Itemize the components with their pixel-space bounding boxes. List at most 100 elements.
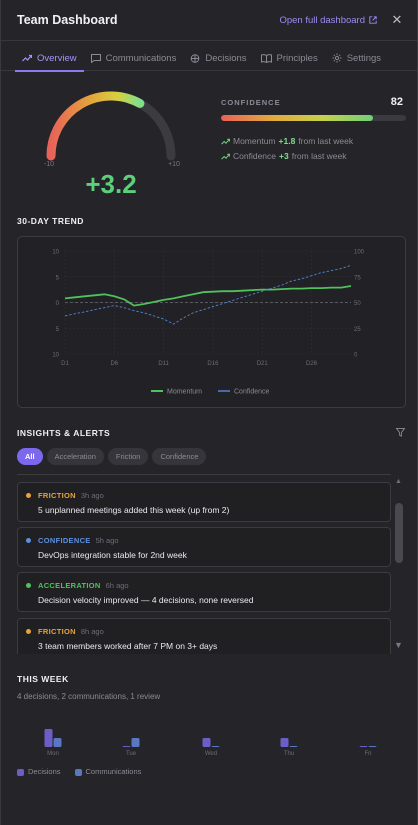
day-label: Wed <box>205 751 217 757</box>
insight-category: CONFIDENCE <box>38 536 91 545</box>
insight-time: 3h ago <box>80 491 104 500</box>
day-label: Tue <box>126 751 137 757</box>
confidence-delta-name: Confidence <box>233 151 277 161</box>
momentum-score: +3.2 <box>85 169 137 199</box>
y-right-tick-label: 100 <box>354 250 365 256</box>
x-tick-label: D1 <box>61 361 69 367</box>
trend-icon <box>22 54 32 62</box>
insight-time: 6h ago <box>105 581 129 590</box>
tab-bar: Overview Communications Decisions Princi… <box>1 45 417 72</box>
filter-chip-all[interactable]: All <box>17 448 43 465</box>
insight-meta: FRICTION 3h ago <box>38 491 104 500</box>
list-item[interactable]: FRICTION 3h ago 5 unplanned meetings add… <box>17 482 391 522</box>
tab-principles[interactable]: Principles <box>254 45 325 71</box>
category-dot <box>26 493 31 498</box>
y-left-tick-label: 10 <box>52 353 59 359</box>
y-left-tick-label: 0 <box>56 301 60 307</box>
momentum-gauge: -10 +10 <box>44 91 180 168</box>
insights-title: INSIGHTS & ALERTS <box>17 428 111 438</box>
decisions-bar <box>359 746 368 747</box>
insight-time: 5h ago <box>95 536 119 545</box>
open-full-dashboard-label: Open full dashboard <box>279 14 365 26</box>
scroll-down-arrow-icon[interactable]: ▼ <box>394 640 403 650</box>
scale-icon <box>191 53 200 63</box>
insight-category: FRICTION <box>38 491 76 500</box>
x-tick-label: D26 <box>306 361 318 367</box>
legend-momentum-label: Momentum <box>167 389 202 396</box>
confidence-label: CONFIDENCE <box>221 98 281 107</box>
momentum-delta-name: Momentum <box>233 136 276 146</box>
tab-communications-label: Communications <box>105 52 177 64</box>
category-dot <box>26 583 31 588</box>
weekly-legend: Decisions Communications <box>17 767 141 776</box>
confidence-delta-suffix: from last week <box>291 151 347 161</box>
decisions-bar <box>122 746 131 747</box>
day-label: Thu <box>284 751 294 757</box>
list-item[interactable]: FRICTION 8h ago 3 team members worked af… <box>17 618 391 654</box>
list-scrollbar-thumb[interactable] <box>395 503 403 563</box>
open-full-dashboard-link[interactable]: Open full dashboard <box>279 15 377 26</box>
gauge-track <box>46 91 176 161</box>
x-tick-label: D16 <box>207 361 219 367</box>
legend-swatch <box>74 768 82 776</box>
filter-chip-friction[interactable]: Friction <box>107 448 149 465</box>
tab-settings[interactable]: Settings <box>325 45 388 71</box>
x-tick-label: D21 <box>257 361 269 367</box>
gauge-min-label: -10 <box>44 161 54 168</box>
confidence-bar <box>221 115 406 121</box>
decisions-bar <box>44 729 53 747</box>
communications-bar <box>289 746 298 747</box>
book-icon <box>260 53 272 63</box>
momentum-delta-value: +1.8 <box>278 136 296 146</box>
category-dot <box>26 629 31 634</box>
x-tick-label: D11 <box>158 361 169 367</box>
this-week-summary: 4 decisions, 2 communications, 1 review <box>17 692 161 701</box>
filter-chip-acceleration[interactable]: Acceleration <box>46 448 104 465</box>
insight-meta: CONFIDENCE 5h ago <box>38 536 119 545</box>
tab-settings-label: Settings <box>346 52 382 64</box>
trend-chart-card: 10 100 5 75 0 50 5 25 10 0 D1 D6 D11 D16 D21 D26 Momentu… <box>17 236 406 408</box>
filter-chip-confidence[interactable]: Confidence <box>152 448 207 465</box>
insight-category: FRICTION <box>38 627 76 636</box>
legend-swatch <box>17 768 24 776</box>
panel-title: Team Dashboard <box>17 13 118 27</box>
list-item[interactable]: CONFIDENCE 5h ago DevOps integration sta… <box>17 527 391 567</box>
y-left-tick-label: 5 <box>56 275 60 281</box>
close-button[interactable]: ✕ <box>391 12 403 28</box>
series-line-momentum <box>64 285 352 307</box>
insight-filters: All Acceleration Friction Confidence <box>17 448 207 465</box>
x-tick-label: D6 <box>110 361 118 367</box>
communications-bar <box>131 738 140 747</box>
insight-message: Decision velocity improved — 4 decisions… <box>38 595 254 605</box>
tab-overview[interactable]: Overview <box>15 45 84 72</box>
message-icon <box>90 53 101 63</box>
scroll-up-arrow-icon[interactable]: ▲ <box>395 478 402 485</box>
legend-decisions: Decisions <box>17 767 61 776</box>
y-right-tick-label: 0 <box>354 353 358 359</box>
insight-category: ACCELERATION <box>38 581 101 590</box>
gauge-max-label: +10 <box>168 161 180 168</box>
tab-communications[interactable]: Communications <box>84 45 184 71</box>
confidence-delta: Confidence +3 from last week <box>221 151 347 161</box>
filter-icon[interactable] <box>396 428 405 437</box>
insights-list[interactable]: FRICTION 3h ago 5 unplanned meetings add… <box>17 472 391 654</box>
confidence-bar-fill <box>221 115 373 121</box>
tab-decisions-label: Decisions <box>205 52 247 64</box>
momentum-delta-suffix: from last week <box>298 136 354 146</box>
y-right-tick-label: 25 <box>354 327 361 333</box>
insight-meta: ACCELERATION 6h ago <box>38 581 129 590</box>
list-item[interactable]: ACCELERATION 6h ago Decision velocity im… <box>17 572 391 612</box>
tab-principles-label: Principles <box>276 52 318 64</box>
insight-message: 3 team members worked after 7 PM on 3+ d… <box>38 641 218 651</box>
day-label: Fri <box>365 751 372 757</box>
legend-communications-label: Communications <box>85 767 142 776</box>
trend-up-icon <box>221 153 230 159</box>
tab-overview-label: Overview <box>37 52 77 64</box>
momentum-delta: Momentum +1.8 from last week <box>221 136 353 146</box>
weekly-activity-chart: Mon Tue Wed Thu Fri <box>44 729 377 757</box>
this-week-title: THIS WEEK <box>17 674 69 684</box>
legend-communications: Communications <box>74 767 142 776</box>
tab-decisions[interactable]: Decisions <box>183 45 253 71</box>
trend-up-icon <box>221 138 230 144</box>
